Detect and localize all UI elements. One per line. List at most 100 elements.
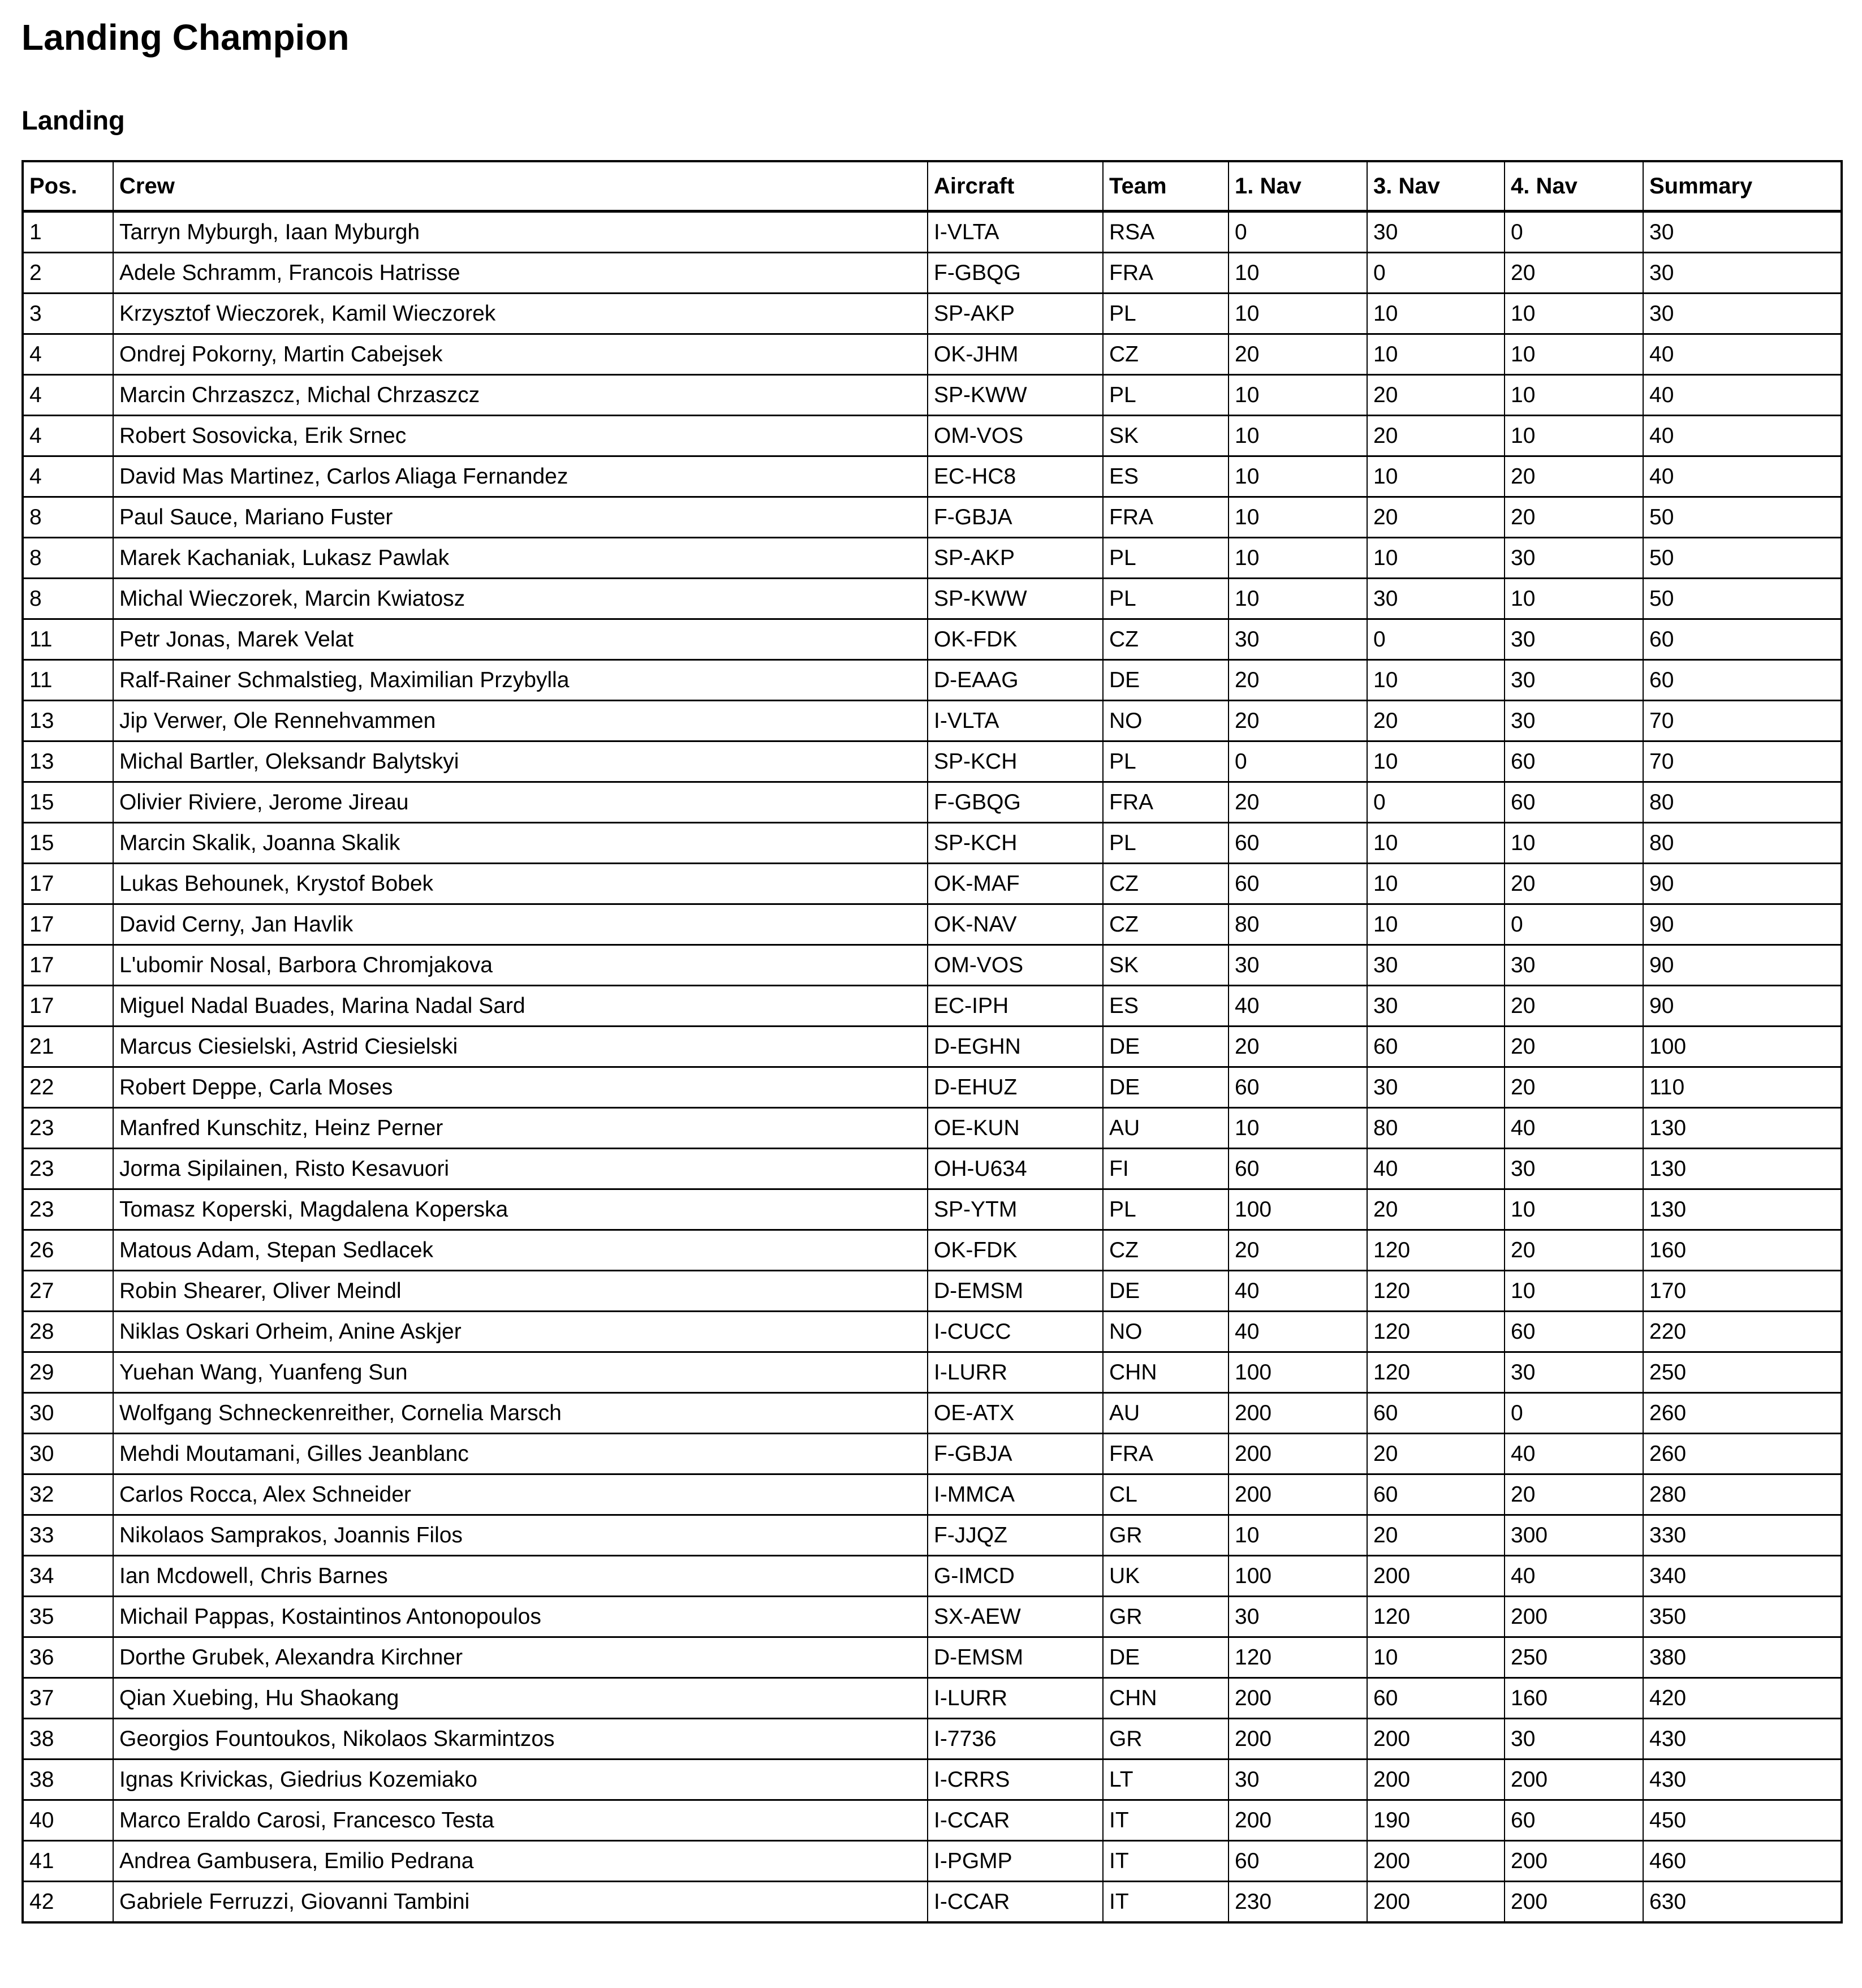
cell-nav4: 60 <box>1504 1799 1644 1842</box>
cell-nav3: 60 <box>1367 1677 1505 1720</box>
cell-nav4: 20 <box>1504 863 1644 905</box>
cell-team: CZ <box>1102 903 1229 946</box>
cell-crew: Tomasz Koperski, Magdalena Koperska <box>113 1188 928 1231</box>
cell-team: RSA <box>1102 210 1229 254</box>
cell-team: PL <box>1102 822 1229 865</box>
cell-nav1: 20 <box>1228 1229 1368 1272</box>
cell-nav4: 60 <box>1504 740 1644 783</box>
cell-aircraft: I-LURR <box>927 1677 1104 1720</box>
cell-team: PL <box>1102 374 1229 417</box>
cell-crew: Petr Jonas, Marek Velat <box>113 618 928 661</box>
cell-summary: 430 <box>1643 1758 1842 1801</box>
cell-nav4: 60 <box>1504 1310 1644 1353</box>
cell-team: IT <box>1102 1799 1229 1842</box>
cell-aircraft: EC-HC8 <box>927 455 1104 498</box>
cell-nav1: 10 <box>1228 1107 1368 1150</box>
table-row: 41 Andrea Gambusera, Emilio Pedrana I-PG… <box>22 1840 1842 1883</box>
cell-nav1: 10 <box>1228 496 1368 539</box>
cell-aircraft: I-VLTA <box>927 700 1104 743</box>
cell-crew: Georgios Fountoukos, Nikolaos Skarmintzo… <box>113 1718 928 1761</box>
cell-pos: 15 <box>22 781 114 824</box>
cell-nav4: 20 <box>1504 985 1644 1028</box>
cell-summary: 350 <box>1643 1595 1842 1638</box>
table-row: 17 Lukas Behounek, Krystof Bobek OK-MAF … <box>22 863 1842 905</box>
cell-pos: 38 <box>22 1718 114 1761</box>
cell-nav4: 20 <box>1504 1025 1644 1068</box>
cell-nav4: 10 <box>1504 577 1644 620</box>
cell-team: FRA <box>1102 252 1229 295</box>
cell-aircraft: OK-FDK <box>927 1229 1104 1272</box>
cell-nav1: 20 <box>1228 333 1368 376</box>
cell-crew: David Cerny, Jan Havlik <box>113 903 928 946</box>
cell-pos: 22 <box>22 1066 114 1109</box>
cell-crew: Michal Wieczorek, Marcin Kwiatosz <box>113 577 928 620</box>
cell-aircraft: G-IMCD <box>927 1555 1104 1598</box>
cell-nav1: 30 <box>1228 1758 1368 1801</box>
cell-pos: 32 <box>22 1473 114 1516</box>
cell-nav1: 30 <box>1228 618 1368 661</box>
cell-pos: 33 <box>22 1514 114 1557</box>
header-row: Pos. Crew Aircraft Team 1. Nav 3. Nav 4.… <box>22 160 1842 213</box>
cell-aircraft: F-GBQG <box>927 252 1104 295</box>
table-row: 4 Ondrej Pokorny, Martin Cabejsek OK-JHM… <box>22 333 1842 376</box>
cell-summary: 160 <box>1643 1229 1842 1272</box>
cell-nav4: 10 <box>1504 822 1644 865</box>
cell-aircraft: SP-YTM <box>927 1188 1104 1231</box>
cell-team: GR <box>1102 1514 1229 1557</box>
cell-crew: Jip Verwer, Ole Rennehvammen <box>113 700 928 743</box>
cell-nav1: 10 <box>1228 252 1368 295</box>
table-row: 2 Adele Schramm, Francois Hatrisse F-GBQ… <box>22 252 1842 295</box>
cell-crew: L'ubomir Nosal, Barbora Chromjakova <box>113 944 928 987</box>
cell-team: CL <box>1102 1473 1229 1516</box>
cell-summary: 80 <box>1643 781 1842 824</box>
cell-summary: 330 <box>1643 1514 1842 1557</box>
cell-nav3: 0 <box>1367 618 1505 661</box>
cell-nav3: 0 <box>1367 252 1505 295</box>
cell-nav3: 80 <box>1367 1107 1505 1150</box>
cell-nav3: 40 <box>1367 1148 1505 1191</box>
cell-pos: 17 <box>22 903 114 946</box>
cell-crew: Paul Sauce, Mariano Fuster <box>113 496 928 539</box>
cell-crew: Manfred Kunschitz, Heinz Perner <box>113 1107 928 1150</box>
cell-nav4: 20 <box>1504 455 1644 498</box>
cell-summary: 130 <box>1643 1148 1842 1191</box>
cell-team: ES <box>1102 455 1229 498</box>
cell-nav3: 60 <box>1367 1473 1505 1516</box>
cell-nav3: 200 <box>1367 1555 1505 1598</box>
cell-crew: Dorthe Grubek, Alexandra Kirchner <box>113 1636 928 1679</box>
cell-nav1: 10 <box>1228 1514 1368 1557</box>
results-page: Landing Champion Landing Pos. Crew Aircr… <box>0 16 1862 1924</box>
cell-nav1: 10 <box>1228 455 1368 498</box>
cell-aircraft: I-CCAR <box>927 1881 1104 1924</box>
cell-summary: 60 <box>1643 618 1842 661</box>
cell-aircraft: D-EGHN <box>927 1025 1104 1068</box>
cell-nav3: 10 <box>1367 1636 1505 1679</box>
cell-pos: 38 <box>22 1758 114 1801</box>
cell-pos: 13 <box>22 740 114 783</box>
cell-crew: Michal Bartler, Oleksandr Balytskyi <box>113 740 928 783</box>
cell-summary: 260 <box>1643 1392 1842 1435</box>
cell-pos: 37 <box>22 1677 114 1720</box>
cell-nav3: 120 <box>1367 1595 1505 1638</box>
cell-nav3: 120 <box>1367 1229 1505 1272</box>
cell-aircraft: I-VLTA <box>927 210 1104 254</box>
table-row: 13 Michal Bartler, Oleksandr Balytskyi S… <box>22 740 1842 783</box>
cell-nav4: 10 <box>1504 1270 1644 1313</box>
table-row: 42 Gabriele Ferruzzi, Giovanni Tambini I… <box>22 1881 1842 1924</box>
cell-nav3: 20 <box>1367 1514 1505 1557</box>
cell-nav3: 20 <box>1367 700 1505 743</box>
cell-nav1: 100 <box>1228 1351 1368 1394</box>
cell-nav4: 30 <box>1504 1148 1644 1191</box>
table-row: 23 Jorma Sipilainen, Risto Kesavuori OH-… <box>22 1148 1842 1191</box>
cell-team: FRA <box>1102 781 1229 824</box>
cell-crew: Marek Kachaniak, Lukasz Pawlak <box>113 537 928 580</box>
cell-nav3: 20 <box>1367 1433 1505 1476</box>
table-row: 4 Marcin Chrzaszcz, Michal Chrzaszcz SP-… <box>22 374 1842 417</box>
cell-nav4: 200 <box>1504 1840 1644 1883</box>
table-row: 40 Marco Eraldo Carosi, Francesco Testa … <box>22 1799 1842 1842</box>
cell-crew: Robert Deppe, Carla Moses <box>113 1066 928 1109</box>
cell-nav4: 40 <box>1504 1433 1644 1476</box>
cell-nav3: 30 <box>1367 985 1505 1028</box>
cell-team: GR <box>1102 1718 1229 1761</box>
cell-summary: 40 <box>1643 333 1842 376</box>
